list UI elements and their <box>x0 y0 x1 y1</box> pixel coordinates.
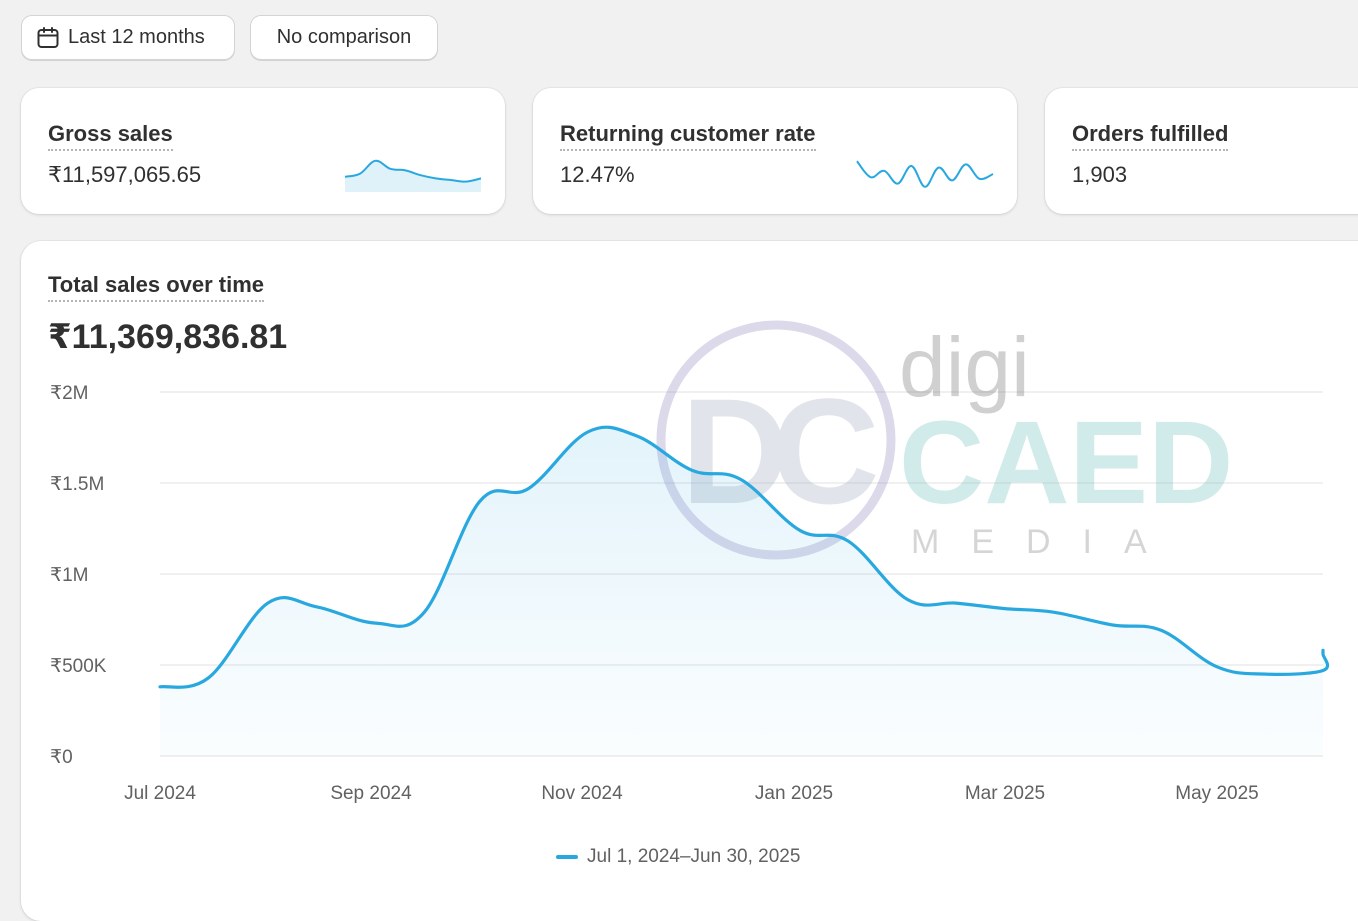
metric-card-orders-fulfilled[interactable]: Orders fulfilled 1,903 <box>1045 88 1358 214</box>
comparison-button[interactable]: No comparison <box>250 15 438 60</box>
metric-card-returning-customer-rate[interactable]: Returning customer rate 12.47% <box>533 88 1017 214</box>
metric-value: 12.47% <box>560 162 635 187</box>
metric-card-gross-sales[interactable]: Gross sales ₹11,597,065.65 <box>21 88 505 214</box>
sparkline-returning-customer-rate <box>856 160 994 188</box>
chart-total-value: ₹11,369,836.81 <box>48 318 288 356</box>
watermark-text-top: digi <box>899 320 1030 414</box>
y-tick-label: ₹2M <box>50 383 88 404</box>
legend-swatch <box>556 855 578 859</box>
metric-value: ₹11,597,065.65 <box>48 162 202 187</box>
legend-label: Jul 1, 2024–Jun 30, 2025 <box>587 846 801 867</box>
chart-title[interactable]: Total sales over time <box>48 272 265 302</box>
metric-label[interactable]: Orders fulfilled <box>1072 121 1229 151</box>
sales-area-fill <box>160 427 1328 756</box>
sales-series-line <box>158 425 1330 689</box>
x-tick-label: May 2025 <box>1175 783 1258 804</box>
x-tick-label: Jul 2024 <box>124 783 196 804</box>
date-range-button[interactable]: Last 12 months <box>21 15 235 60</box>
calendar-icon <box>36 26 60 50</box>
watermark-text-mid: CAED <box>899 397 1233 529</box>
x-tick-label: Mar 2025 <box>965 783 1045 804</box>
sparkline-line <box>344 159 482 183</box>
metric-label[interactable]: Gross sales <box>48 121 173 151</box>
x-tick-label: Sep 2024 <box>330 783 412 804</box>
sales-line-chart: DC digi CAED MEDIA ₹0₹500K₹1M₹1.5M₹2M Ju… <box>50 320 1330 804</box>
watermark-text-bottom: MEDIA <box>911 523 1179 561</box>
comparison-label: No comparison <box>276 26 412 48</box>
sales-chart-card: Total sales over time ₹11,369,836.81 DC … <box>21 241 1358 921</box>
x-tick-label: Jan 2025 <box>755 783 833 804</box>
date-range-label: Last 12 months <box>68 26 205 48</box>
sparkline-gross-sales <box>344 159 482 192</box>
metric-value: 1,903 <box>1072 162 1128 187</box>
y-tick-label: ₹500K <box>50 656 107 677</box>
x-tick-label: Nov 2024 <box>541 783 623 804</box>
y-tick-label: ₹1M <box>50 565 88 586</box>
y-tick-label: ₹0 <box>50 747 73 768</box>
sparkline-area <box>345 160 481 192</box>
chart-legend[interactable]: Jul 1, 2024–Jun 30, 2025 <box>556 846 800 868</box>
y-tick-label: ₹1.5M <box>50 474 104 495</box>
sparkline-line <box>856 160 994 188</box>
metric-label[interactable]: Returning customer rate <box>560 121 816 151</box>
